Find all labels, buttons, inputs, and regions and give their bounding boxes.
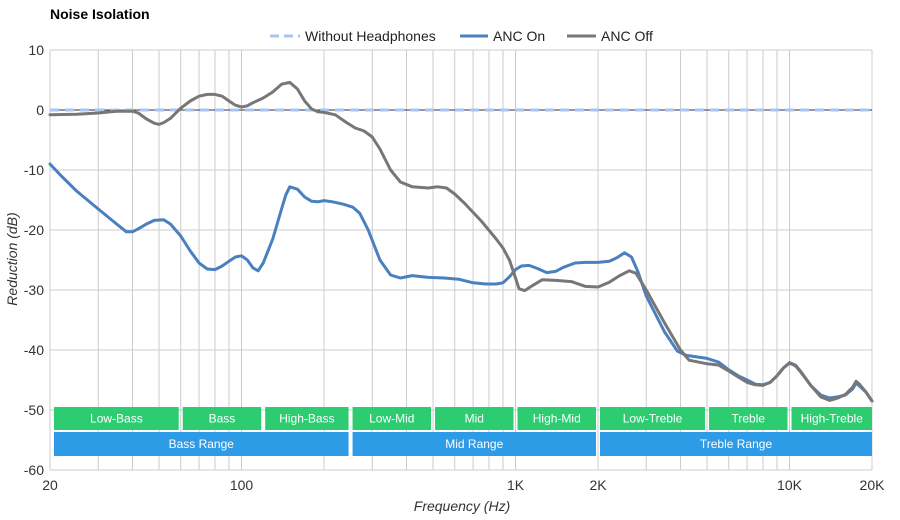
range-band-label: Bass <box>209 412 236 426</box>
range-band <box>709 407 788 430</box>
range-band-label: High-Mid <box>533 412 581 426</box>
y-tick-label: 10 <box>28 42 44 58</box>
range-band-label: Treble <box>731 412 765 426</box>
y-axis-ticks: 10 0 -10 -20 -30 -40 -50 -60 <box>24 42 44 478</box>
series-line-anc-off <box>48 80 874 403</box>
range-band <box>54 407 179 430</box>
group-range-band-label: Bass Range <box>169 437 235 451</box>
y-tick-label: -50 <box>24 402 44 418</box>
x-tick-label: 10K <box>777 477 803 493</box>
range-band-label: High-Treble <box>801 412 864 426</box>
group-range-band-label: Treble Range <box>700 437 773 451</box>
range-band-label: Low-Mid <box>369 412 414 426</box>
range-band-label: Low-Treble <box>623 412 683 426</box>
y-tick-label: -60 <box>24 462 44 478</box>
range-band-label: High-Bass <box>279 412 334 426</box>
y-axis-label: Reduction (dB) <box>4 212 20 305</box>
legend-label-anc-off: ANC Off <box>601 28 653 44</box>
x-axis-label: Frequency (Hz) <box>414 498 510 514</box>
group-range-band <box>54 432 349 456</box>
y-tick-label: -40 <box>24 342 44 358</box>
x-tick-label: 100 <box>230 477 254 493</box>
range-band <box>265 407 349 430</box>
y-tick-label: -10 <box>24 162 44 178</box>
x-axis-ticks: 20 100 1K 2K 10K 20K <box>42 477 885 493</box>
chart-legend: Without Headphones ANC On ANC Off <box>270 28 653 44</box>
range-band <box>517 407 596 430</box>
range-band <box>435 407 514 430</box>
x-tick-label: 20 <box>42 477 58 493</box>
chart-title: Noise Isolation <box>50 6 150 22</box>
range-band-label: Mid <box>465 412 484 426</box>
x-tick-label: 1K <box>507 477 525 493</box>
x-tick-label: 2K <box>589 477 607 493</box>
data-series <box>48 80 874 403</box>
y-tick-label: -30 <box>24 282 44 298</box>
y-tick-label: -20 <box>24 222 44 238</box>
legend-label-anc-on: ANC On <box>493 28 545 44</box>
legend-label-without-headphones: Without Headphones <box>305 28 436 44</box>
range-band-label: Low-Bass <box>90 412 143 426</box>
range-band <box>352 407 432 430</box>
frequency-range-bands: Low-Bass Bass High-Bass Low-Mid Mid High-Mid L… <box>54 407 872 456</box>
range-band <box>600 407 706 430</box>
group-range-band-label: Mid Range <box>445 437 503 451</box>
group-range-band <box>352 432 596 456</box>
group-range-band <box>600 432 872 456</box>
x-tick-label: 20K <box>860 477 886 493</box>
y-tick-label: 0 <box>36 102 44 118</box>
range-band <box>182 407 262 430</box>
range-band <box>791 407 872 430</box>
